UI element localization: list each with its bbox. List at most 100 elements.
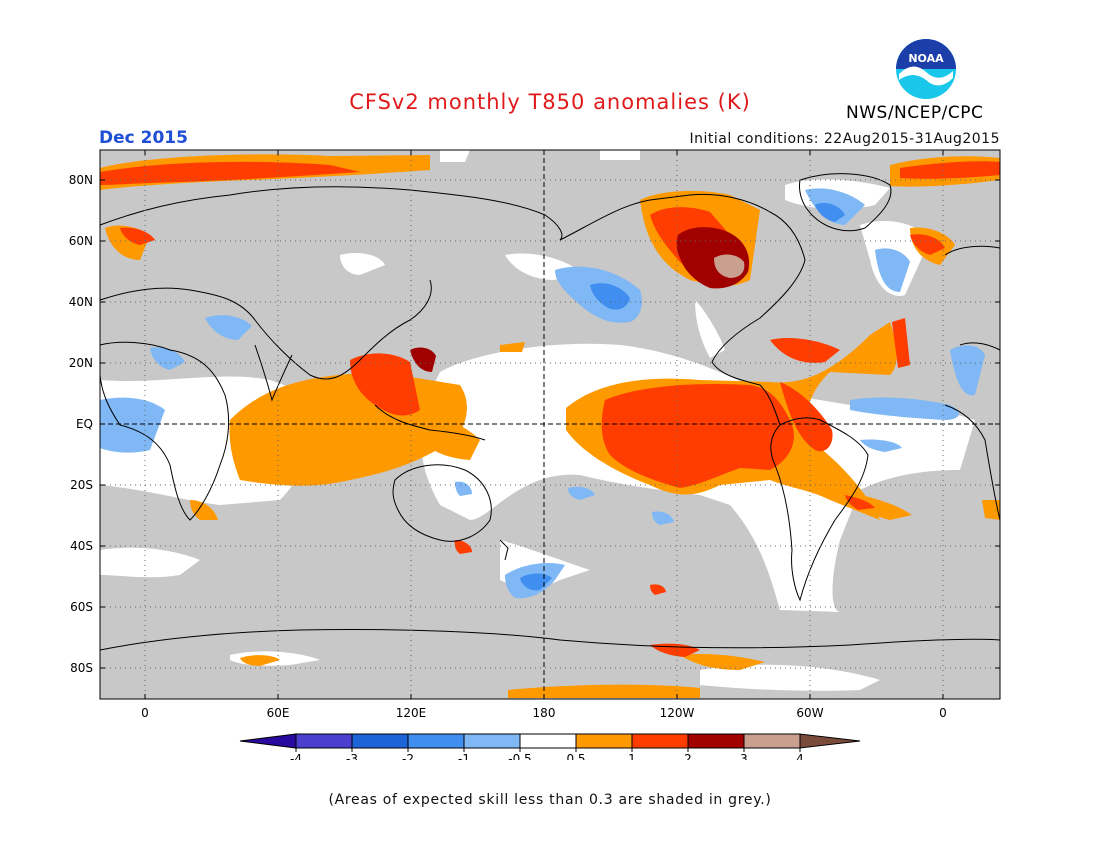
legend-swatch — [631, 733, 689, 749]
legend-swatch — [463, 733, 521, 749]
coastline — [559, 193, 806, 426]
legend-arrow-high — [799, 733, 861, 749]
anomaly-region — [500, 342, 525, 352]
legend-swatch — [407, 733, 465, 749]
legend-swatch — [575, 733, 633, 749]
coastline — [99, 279, 432, 380]
lon-label: 60W — [796, 706, 823, 720]
anomaly-region — [340, 253, 385, 275]
legend-label: -3 — [346, 752, 358, 760]
anomaly-regions — [100, 150, 1000, 698]
legend-swatch — [351, 733, 409, 749]
anomaly-region — [845, 495, 875, 510]
legend-swatch — [743, 733, 801, 749]
anomaly-region — [100, 397, 165, 453]
color-legend: -4 -3 -2 -1 -0.5 0.5 1 2 3 4 — [239, 733, 861, 760]
anomaly-region — [652, 511, 674, 525]
forecast-period: Dec 2015 — [99, 128, 188, 148]
anomaly-region — [150, 347, 185, 370]
anomaly-region — [900, 161, 1000, 179]
coastline — [944, 404, 1001, 521]
axis-ticks — [100, 150, 1000, 699]
legend-label: 0.5 — [566, 752, 585, 760]
anomaly-region — [100, 161, 360, 185]
anomaly-region — [400, 414, 480, 460]
legend-swatch — [687, 733, 745, 749]
anomaly-region — [568, 486, 595, 500]
coastline — [799, 173, 892, 232]
anomaly-region — [410, 347, 436, 372]
lat-label: 80N — [69, 173, 93, 187]
anomaly-region — [700, 664, 880, 691]
lat-label: 40S — [70, 539, 93, 553]
anomaly-region — [892, 318, 910, 368]
anomaly-region — [680, 653, 765, 670]
lat-label: 20N — [69, 356, 93, 370]
lon-label: 120E — [396, 706, 427, 720]
anomaly-region — [600, 150, 640, 160]
legend-label: 1 — [628, 752, 636, 760]
legend-label: 2 — [684, 752, 692, 760]
coastline — [499, 539, 509, 561]
legend-label: -2 — [402, 752, 414, 760]
lat-label: 60S — [70, 600, 93, 614]
anomaly-region — [440, 150, 470, 162]
anomaly-region — [714, 254, 745, 278]
anomaly-region — [860, 439, 902, 452]
anomaly-region — [120, 227, 155, 245]
lon-label: 60E — [267, 706, 290, 720]
lon-label: 0 — [939, 706, 947, 720]
anomaly-region — [190, 500, 218, 520]
coastline — [99, 186, 563, 241]
coastline — [374, 404, 486, 441]
lat-label: 60N — [69, 234, 93, 248]
anomaly-region — [601, 383, 794, 488]
legend-swatch — [519, 733, 577, 749]
coastline — [959, 342, 1001, 351]
lat-label: EQ — [76, 417, 93, 431]
chart-title: CFSv2 monthly T850 anomalies (K) — [349, 90, 751, 114]
anomaly-region — [910, 234, 945, 255]
latitude-labels: 80N 60N 40N 20N EQ 20S 40S 60S 80S — [69, 173, 93, 675]
agency-label: NWS/NCEP/CPC — [846, 103, 984, 123]
anomaly-region — [590, 283, 630, 310]
anomaly-region — [695, 300, 725, 358]
anomaly-region — [650, 584, 666, 595]
graticule — [100, 150, 1000, 699]
anomaly-region — [454, 540, 472, 554]
coastline — [770, 417, 869, 602]
anomaly-region — [982, 500, 1000, 520]
legend-label: 3 — [740, 752, 748, 760]
noaa-logo-icon: NOAA — [896, 39, 956, 99]
anomaly-region — [950, 345, 985, 396]
anomaly-region — [850, 397, 960, 420]
lat-label: 40N — [69, 295, 93, 309]
anomaly-region — [205, 315, 252, 340]
lat-label: 20S — [70, 478, 93, 492]
coastline — [99, 341, 230, 521]
coastline — [254, 344, 293, 402]
lon-label: 0 — [141, 706, 149, 720]
coastlines — [99, 173, 1001, 651]
legend-label: -4 — [290, 752, 302, 760]
anomaly-region — [508, 684, 700, 698]
legend-label: -1 — [458, 752, 470, 760]
initial-conditions: Initial conditions: 22Aug2015-31Aug2015 — [689, 131, 1000, 147]
logo-text: NOAA — [908, 52, 944, 65]
anomaly-region — [100, 547, 200, 578]
lon-label: 120W — [660, 706, 695, 720]
coastline — [99, 628, 1001, 651]
anomaly-region — [770, 338, 840, 363]
longitude-labels: 0 60E 120E 180 120W 60W 0 — [141, 706, 947, 720]
anomaly-region — [840, 490, 912, 520]
coastline — [392, 464, 492, 542]
lon-label: 180 — [533, 706, 556, 720]
anomaly-region — [240, 655, 280, 666]
legend-swatch — [295, 733, 353, 749]
legend-label: 4 — [796, 752, 804, 760]
anomaly-region — [780, 382, 833, 452]
lat-label: 80S — [70, 661, 93, 675]
anomaly-region — [350, 353, 420, 416]
anomaly-region — [875, 248, 910, 292]
